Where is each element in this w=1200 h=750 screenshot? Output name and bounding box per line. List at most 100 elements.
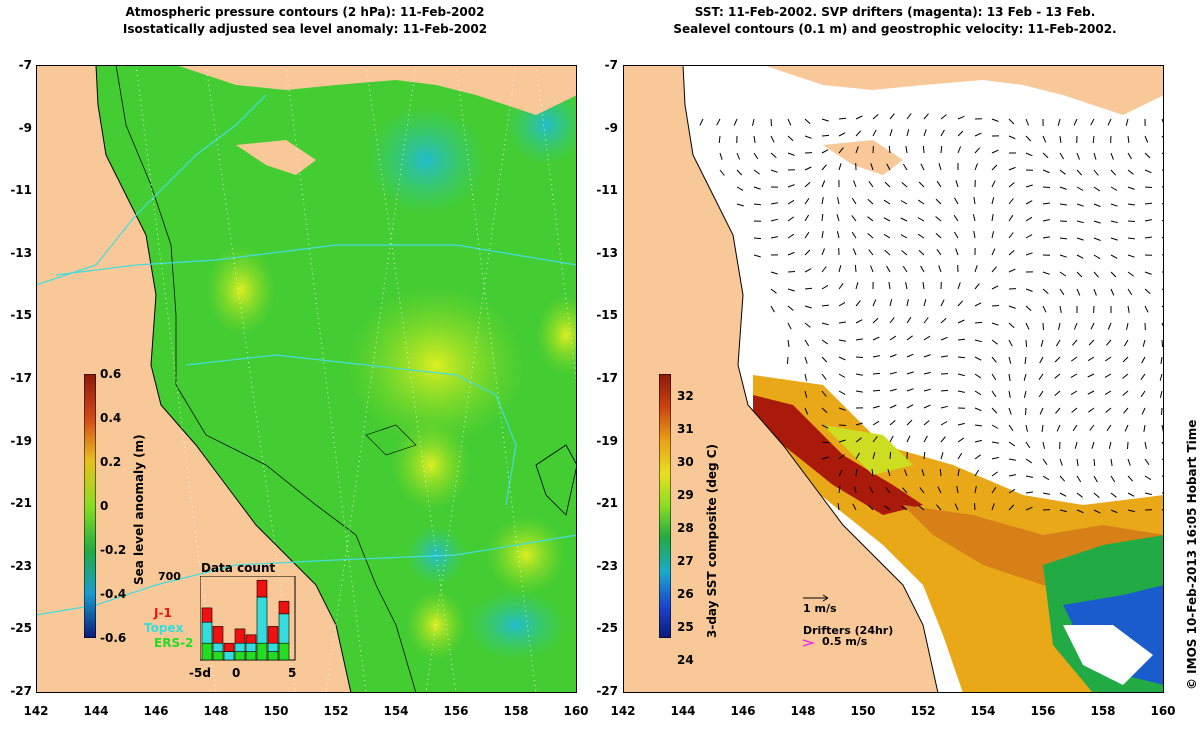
velocity-arrow	[884, 505, 891, 511]
velocity-arrow	[1127, 441, 1129, 450]
velocity-arrow	[1127, 492, 1135, 497]
velocity-arrow	[991, 214, 994, 222]
lat-tick-left: -7	[18, 58, 32, 72]
velocity-arrow	[1087, 356, 1095, 362]
velocity-arrow	[1059, 203, 1067, 206]
sea-level-colorbar-tick: 0.4	[100, 411, 122, 425]
lon-tick-right: 146	[730, 704, 756, 718]
lon-tick-left: 152	[323, 704, 349, 718]
velocity-arrow	[787, 288, 795, 292]
velocity-arrow	[1141, 356, 1146, 364]
velocity-arrow	[1144, 305, 1149, 313]
velocity-arrow	[804, 231, 810, 239]
velocity-arrow	[867, 233, 874, 239]
velocity-arrow	[1093, 169, 1099, 176]
velocity-arrow	[901, 250, 908, 256]
lat-tick-right: -15	[596, 308, 618, 323]
velocity-arrow	[900, 217, 908, 222]
velocity-arrow	[804, 198, 810, 205]
sea-level-colorbar-tick: -0.4	[100, 587, 127, 601]
velocity-arrow	[872, 452, 876, 460]
velocity-arrow	[1144, 271, 1152, 275]
velocity-arrow	[935, 232, 942, 239]
velocity-arrow	[821, 424, 829, 429]
velocity-arrow	[1122, 356, 1129, 363]
histogram-legend-ers-2: ERS-2	[154, 636, 194, 650]
velocity-arrow	[957, 282, 961, 290]
velocity-arrow	[888, 282, 891, 290]
velocity-scale-label: 1 m/s	[803, 602, 837, 615]
velocity-arrow	[920, 163, 925, 171]
velocity-arrow	[855, 338, 863, 341]
velocity-arrow	[821, 356, 828, 363]
velocity-arrow	[872, 114, 879, 120]
velocity-arrow	[872, 129, 877, 137]
velocity-arrow	[838, 339, 846, 342]
velocity-arrow	[936, 249, 942, 256]
velocity-arrow	[1042, 236, 1050, 239]
lon-tick-right: 152	[910, 704, 936, 718]
velocity-arrow	[787, 118, 792, 126]
velocity-arrow	[917, 199, 925, 205]
velocity-arrow	[919, 487, 925, 494]
velocity-arrow	[838, 321, 846, 324]
velocity-arrow	[1059, 288, 1065, 296]
histogram-bar-j1	[234, 628, 246, 644]
velocity-arrow	[1025, 135, 1032, 142]
velocity-arrow	[851, 197, 857, 205]
velocity-arrow	[991, 424, 999, 429]
velocity-arrow	[974, 424, 982, 427]
velocity-arrow	[974, 283, 980, 290]
velocity-arrow	[804, 118, 811, 125]
velocity-arrow	[906, 435, 911, 443]
velocity-arrow	[902, 487, 908, 494]
lat-tick-right: -23	[596, 558, 618, 573]
velocity-arrow	[1072, 424, 1078, 432]
velocity-arrow	[786, 356, 789, 365]
velocity-arrow	[821, 197, 824, 205]
right-title-line1: SST: 11-Feb-2002. SVP drifters (magenta)…	[694, 5, 1096, 19]
velocity-arrow	[804, 407, 809, 415]
velocity-arrow	[904, 469, 908, 477]
velocity-arrow	[1090, 118, 1095, 126]
velocity-arrow	[1127, 305, 1130, 313]
velocity-arrow	[900, 200, 908, 205]
velocity-arrow	[1074, 441, 1078, 449]
lat-tick-left: -17	[10, 371, 32, 385]
velocity-arrow	[1042, 219, 1050, 222]
velocity-arrow	[719, 152, 723, 160]
velocity-arrow	[923, 388, 931, 392]
velocity-arrow	[991, 197, 995, 205]
histogram-x-label: 5	[288, 666, 297, 680]
velocity-arrow	[1161, 407, 1163, 416]
velocity-arrow	[957, 469, 960, 477]
velocity-arrow	[940, 336, 948, 341]
velocity-arrow	[872, 420, 880, 426]
velocity-arrow	[787, 152, 795, 156]
left-map-frame	[36, 65, 577, 693]
velocity-arrow	[1110, 509, 1118, 514]
velocity-arrow	[1070, 373, 1078, 378]
histogram-bar-j1	[256, 579, 268, 598]
velocity-arrow	[1104, 390, 1112, 396]
sst-colorbar-tick: 30	[677, 455, 694, 469]
right-title-line2: Sealevel contours (0.1 m) and geostrophi…	[673, 22, 1117, 36]
velocity-arrow	[1008, 441, 1016, 447]
velocity-arrow	[1088, 339, 1095, 346]
velocity-arrow	[1042, 202, 1050, 205]
velocity-arrow	[974, 469, 980, 477]
velocity-arrow	[770, 236, 778, 239]
velocity-arrow	[974, 302, 982, 307]
velocity-arrow	[1144, 219, 1152, 222]
velocity-arrow	[804, 305, 812, 309]
velocity-arrow	[901, 182, 908, 188]
velocity-arrow	[736, 152, 741, 160]
velocity-arrow	[1071, 407, 1078, 413]
velocity-arrow	[906, 388, 914, 392]
imos-credit: © IMOS 10-Feb-2013 16:05 Hobart Time	[1185, 419, 1199, 690]
velocity-arrow	[991, 231, 995, 239]
velocity-arrow	[821, 164, 827, 171]
velocity-arrow	[1042, 492, 1050, 495]
velocity-arrow	[1076, 271, 1083, 278]
velocity-arrow	[787, 184, 795, 188]
